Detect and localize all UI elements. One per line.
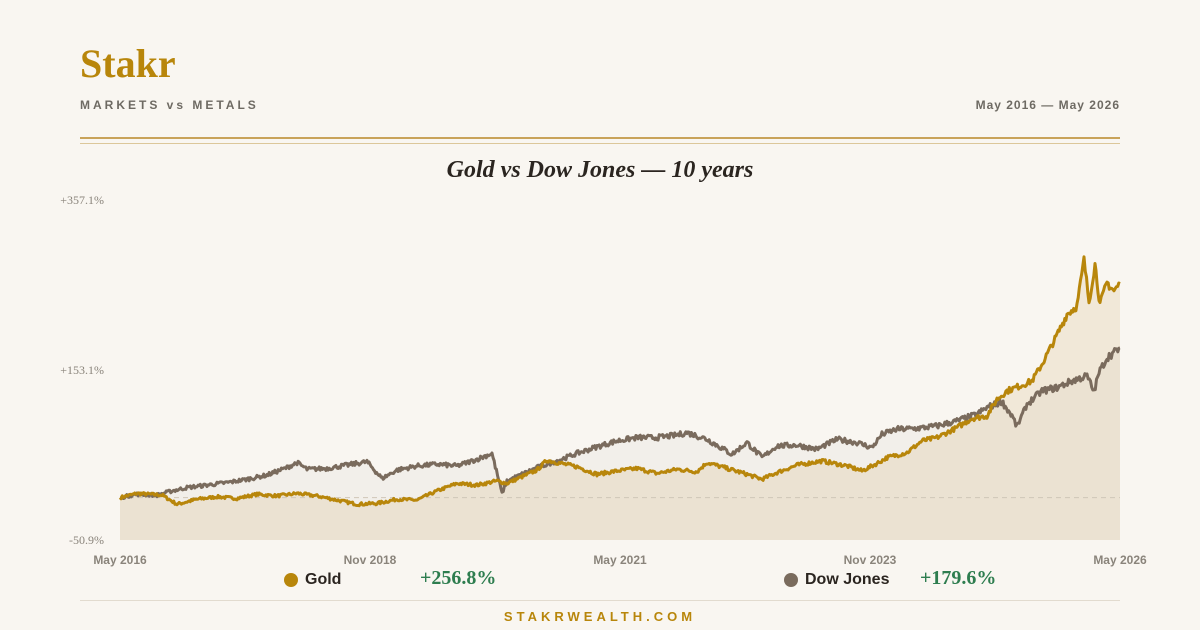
x-tick-label: May 2021 <box>593 553 647 567</box>
y-tick-label: +357.1% <box>60 193 104 207</box>
x-tick-label: Nov 2023 <box>844 553 897 567</box>
x-tick-label: May 2026 <box>1093 553 1147 567</box>
y-tick-label: +153.1% <box>60 363 104 377</box>
date-range: May 2016 — May 2026 <box>975 98 1120 112</box>
brand-logo: Stakr <box>80 41 176 86</box>
legend-gold-swatch <box>284 573 298 587</box>
footer-divider <box>80 600 1120 601</box>
x-tick-label: Nov 2018 <box>344 553 397 567</box>
y-tick-label: -50.9% <box>69 533 104 547</box>
legend-gold-label: Gold <box>305 571 342 588</box>
page-subtitle: MARKETS vs METALS <box>80 98 259 112</box>
dow-jones-line <box>119 346 1121 500</box>
gold-line <box>118 255 1121 508</box>
legend-dow-label: Dow Jones <box>805 571 890 588</box>
legend-dow-value: +179.6% <box>920 567 997 589</box>
x-tick-label: May 2016 <box>93 553 147 567</box>
legend-dow-swatch <box>784 573 798 587</box>
legend-gold-value: +256.8% <box>420 567 497 589</box>
chart-title: Gold vs Dow Jones — 10 years <box>446 157 754 183</box>
header-divider-thin <box>80 143 1120 144</box>
line-chart: +357.1% +153.1% -50.9% May 2016 Nov 2018 May … <box>60 193 1147 567</box>
dow-jones-area <box>120 347 1120 540</box>
footer-site: STAKRWEALTH.COM <box>503 609 697 624</box>
header-divider <box>80 137 1120 139</box>
